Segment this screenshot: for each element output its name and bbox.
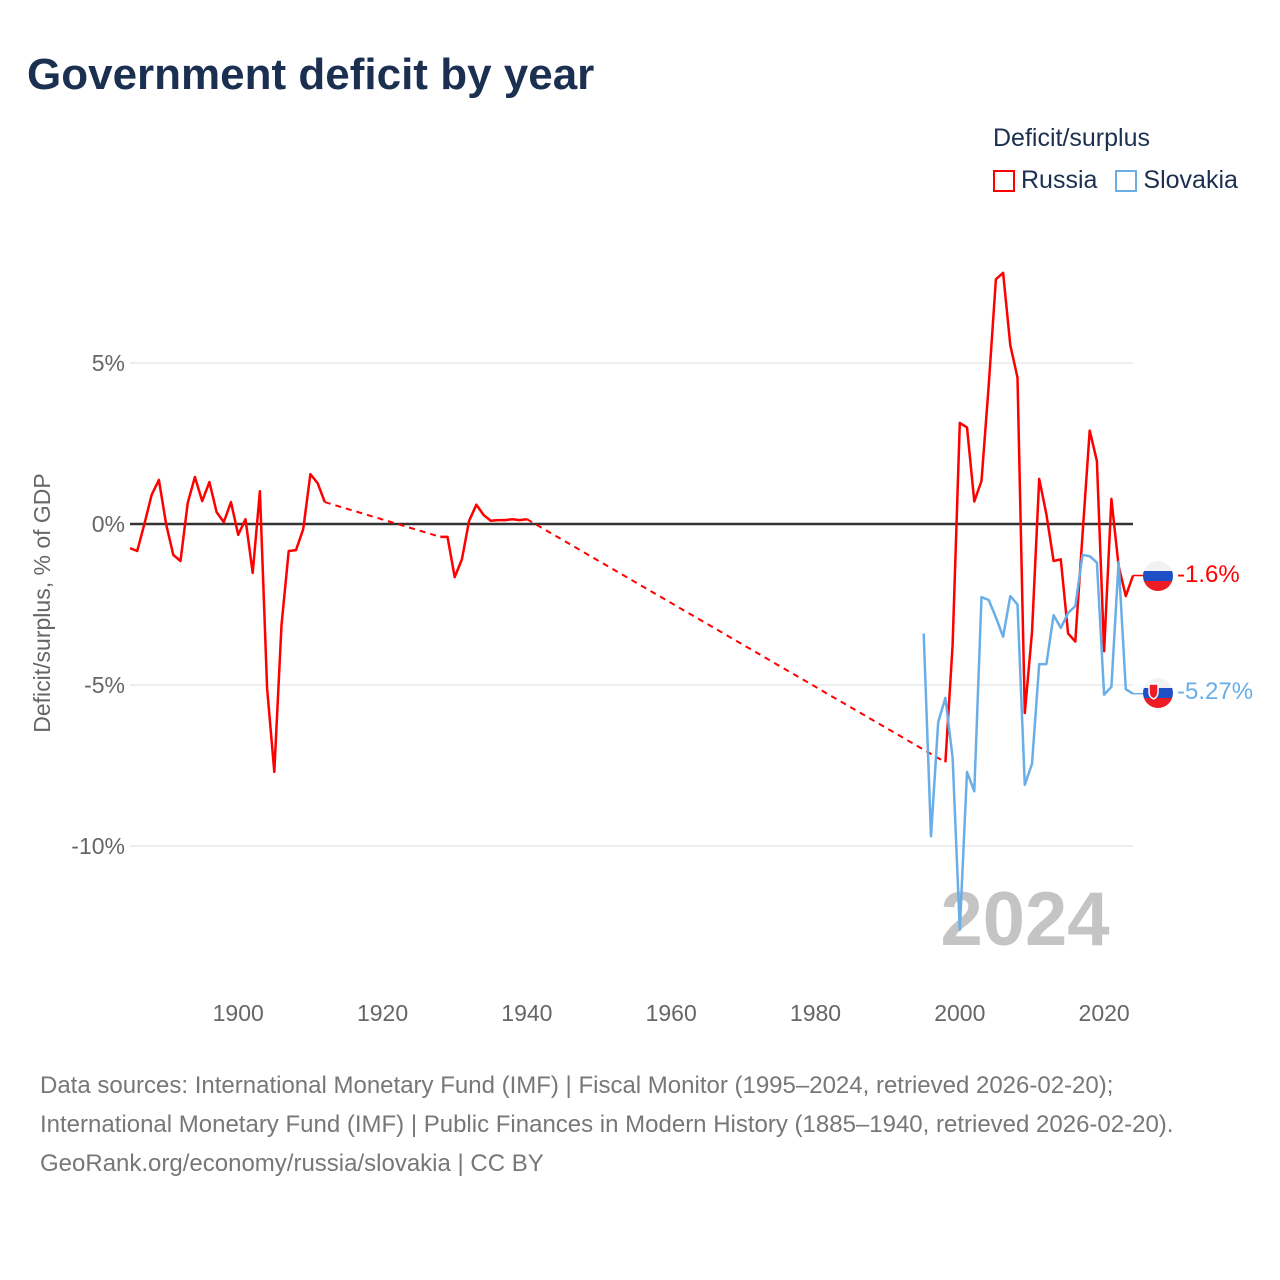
x-tick-label: 1940 [501,1000,552,1026]
russia-series-line [129,472,326,774]
legend-swatch-russia [993,169,1015,192]
y-tick-label: -10% [71,833,125,859]
russia-end-label: -1.6% [1177,561,1240,588]
slovakia-flag-icon [1143,678,1173,708]
legend: Russia Slovakia [993,166,1238,195]
russia-gap-connector [526,518,946,764]
legend-title: Deficit/surplus [993,124,1150,152]
y-axis-label: Deficit/surplus, % of GDP [29,473,55,732]
data-sources: Data sources: International Monetary Fun… [40,1072,1174,1138]
russia-series-line [944,271,1135,763]
year-watermark: 2024 [940,877,1109,962]
x-tick-label: 1920 [357,1000,408,1026]
y-tick-label: -5% [84,672,125,698]
russia-series-line [440,503,528,579]
russia-flag-icon [1143,561,1173,591]
y-tick-label: 5% [92,350,125,376]
x-tick-label: 2000 [934,1000,985,1026]
slovakia-series-line [922,553,1134,931]
x-tick-label: 1980 [790,1000,841,1026]
russia-gap-connector [324,501,441,538]
chart-area: 5%0%-5%-10%1900 1920 1940 1960 1980 2000 2020 … [29,271,1253,1026]
footer: Data sources: International Monetary Fun… [40,1066,1240,1183]
x-tick-label: 1960 [646,1000,697,1026]
legend-item-russia[interactable]: Russia [993,166,1097,195]
legend-swatch-slovakia [1115,169,1138,192]
x-tick-label: 2020 [1079,1000,1130,1026]
legend-label-slovakia: Slovakia [1143,166,1238,194]
y-tick-label: 0% [92,511,125,537]
x-tick-label: 1900 [213,1000,264,1026]
legend-label-russia: Russia [1021,166,1098,194]
slovakia-end-label: -5.27% [1177,678,1253,705]
legend-item-slovakia[interactable]: Slovakia [1115,166,1238,195]
chart-title: Government deficit by year [27,50,595,99]
credit-link[interactable]: GeoRank.org/economy/russia/slovakia | CC… [40,1150,544,1177]
